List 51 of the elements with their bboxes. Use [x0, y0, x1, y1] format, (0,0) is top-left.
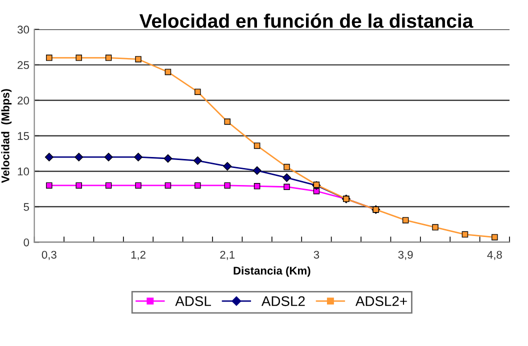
y-tick-label: 20	[18, 96, 30, 104]
point	[164, 182, 172, 189]
legend-label: ADSL2+	[355, 296, 407, 306]
point	[135, 56, 142, 62]
legend-label: ADSL2	[261, 296, 305, 306]
x-tick-label: 3	[314, 250, 320, 259]
point	[135, 182, 142, 189]
x-tick-label: 4,8	[487, 250, 502, 260]
point	[46, 54, 52, 61]
point	[76, 182, 82, 189]
point	[194, 88, 201, 95]
x-tick-label: 0,3	[42, 250, 56, 260]
point	[164, 154, 172, 163]
point	[254, 183, 260, 190]
point	[105, 54, 112, 61]
y-axis-title: Velocidad (Mbps)	[1, 89, 12, 183]
point	[76, 54, 82, 61]
point	[492, 234, 498, 240]
point	[284, 184, 290, 190]
point	[282, 173, 292, 182]
point	[224, 182, 230, 189]
point	[223, 162, 232, 171]
point	[74, 152, 84, 162]
point	[104, 152, 113, 162]
point	[284, 164, 290, 170]
y-tick-label: 10	[18, 168, 30, 176]
point	[134, 152, 143, 162]
point	[313, 188, 320, 194]
point	[44, 152, 54, 162]
point	[252, 166, 262, 175]
legend-label: ADSL	[175, 296, 211, 306]
chart-title: Velocidad en función de la distancia	[139, 13, 474, 28]
x-tick-label: 2,1	[220, 250, 235, 260]
y-tick-label: 30	[18, 26, 30, 34]
x-tick-label: 1,2	[131, 250, 146, 260]
point	[46, 182, 52, 189]
point	[105, 182, 112, 189]
y-tick-label: 15	[18, 132, 29, 140]
point	[224, 118, 230, 125]
y-tick-label: 0	[24, 238, 30, 246]
point	[432, 224, 438, 230]
x-tick-label: 3,9	[398, 250, 413, 260]
y-tick-label: 25	[18, 61, 29, 70]
y-tick-label: 5	[24, 203, 29, 211]
point	[164, 68, 172, 76]
point	[193, 156, 202, 165]
point	[194, 182, 201, 189]
point	[254, 142, 260, 149]
x-axis-title: Distancia (Km)	[234, 266, 310, 277]
point	[462, 231, 468, 238]
point	[402, 217, 409, 224]
